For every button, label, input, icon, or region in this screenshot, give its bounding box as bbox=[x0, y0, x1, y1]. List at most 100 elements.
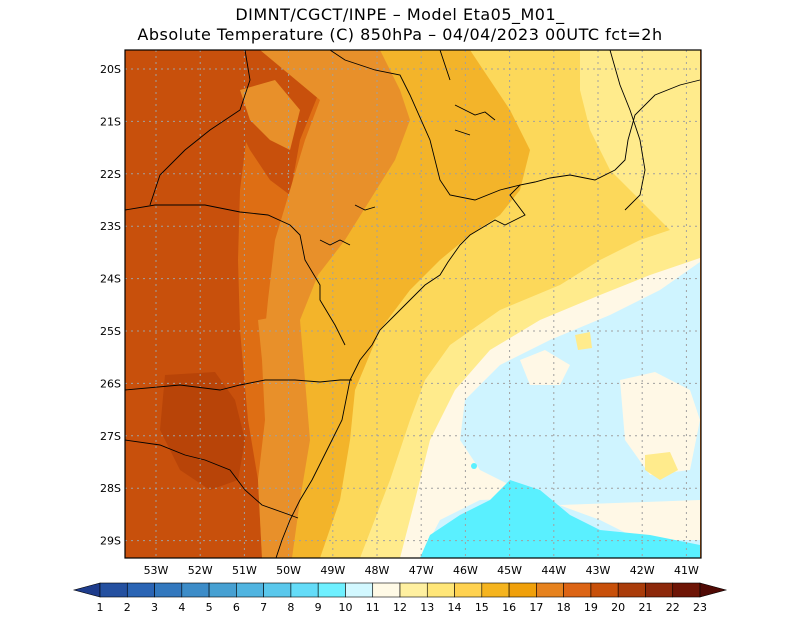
lon-tick-label: 44W bbox=[541, 564, 566, 577]
colorbar-tick-label: 13 bbox=[420, 601, 434, 614]
colorbar-labels: 1 2 3 4 5 6 7 8 9 10 11 12 13 14 15 16 17 18 19 20 21 22 23 bbox=[97, 601, 708, 614]
lat-tick-label: 25S bbox=[100, 325, 121, 338]
colorbar-tick-label: 1 bbox=[97, 601, 104, 614]
border-sp-pr bbox=[125, 204, 346, 346]
colorbar-swatch bbox=[208, 582, 237, 598]
latitude-labels: 20S 21S 22S 23S 24S 25S 26S 27S 28S 29S bbox=[100, 63, 121, 548]
colorbar-swatch bbox=[536, 582, 564, 598]
colorbar-tick-label: 2 bbox=[124, 601, 131, 614]
colorbar-swatch bbox=[454, 582, 483, 598]
colorbar-swatch bbox=[154, 582, 183, 598]
colorbar-tick-label: 15 bbox=[475, 601, 489, 614]
colorbar-swatch bbox=[563, 582, 592, 598]
border-mg-es bbox=[609, 50, 646, 211]
colorbar-tick-label: 6 bbox=[233, 601, 240, 614]
chart-title-line1: DIMNT/CGCT/INPE – Model Eta05_M01_ bbox=[235, 5, 565, 24]
colorbar-tick-label: 12 bbox=[393, 601, 407, 614]
lon-tick-label: 51W bbox=[232, 564, 257, 577]
chart-title-line2: Absolute Temperature (C) 850hPa – 04/04/… bbox=[137, 25, 663, 44]
lon-tick-label: 45W bbox=[497, 564, 522, 577]
colorbar-tick-label: 22 bbox=[666, 601, 680, 614]
border-ms-sp bbox=[149, 50, 251, 206]
colorbar-tick-label: 9 bbox=[315, 601, 322, 614]
lat-tick-label: 28S bbox=[100, 482, 121, 495]
field-orange-north bbox=[240, 80, 300, 150]
colorbar-swatch bbox=[645, 582, 674, 598]
colorbar-swatch bbox=[345, 582, 374, 598]
field-orange-blob bbox=[258, 315, 292, 365]
lon-tick-label: 46W bbox=[453, 564, 478, 577]
colorbar-swatch bbox=[590, 582, 619, 598]
field-cream-island-2 bbox=[620, 372, 700, 475]
colorbar-tick-label: 10 bbox=[338, 601, 352, 614]
colorbar-swatch bbox=[99, 582, 128, 598]
colorbar-tick-label: 19 bbox=[584, 601, 598, 614]
colorbar-tick-label: 4 bbox=[178, 601, 185, 614]
map-frame bbox=[124, 49, 702, 559]
colorbar-swatch bbox=[508, 582, 537, 598]
colorbar-arrow-left bbox=[72, 582, 101, 598]
colorbar-tick-label: 18 bbox=[557, 601, 571, 614]
lon-tick-label: 53W bbox=[144, 564, 169, 577]
lon-tick-label: 47W bbox=[409, 564, 434, 577]
colorbar-swatch bbox=[426, 582, 455, 598]
colorbar-swatch bbox=[290, 582, 319, 598]
lat-tick-label: 24S bbox=[100, 273, 121, 286]
river-tiete bbox=[354, 204, 376, 211]
colorbar-tick-label: 14 bbox=[448, 601, 462, 614]
colorbar-swatch bbox=[126, 582, 155, 598]
colorbar-tick-label: 20 bbox=[611, 601, 625, 614]
colorbar-tick-label: 5 bbox=[206, 601, 213, 614]
border-pr-sc bbox=[125, 379, 352, 391]
lat-tick-label: 20S bbox=[100, 63, 121, 76]
colorbar-swatch bbox=[317, 582, 346, 598]
colorbar-swatch bbox=[617, 582, 646, 598]
border-mg-north bbox=[439, 50, 451, 81]
river-furnas bbox=[454, 104, 496, 136]
colorbar-tick-label: 16 bbox=[502, 601, 516, 614]
field-cyan bbox=[420, 480, 700, 558]
lon-tick-label: 48W bbox=[365, 564, 390, 577]
lat-tick-label: 29S bbox=[100, 535, 121, 548]
colorbar-swatch bbox=[236, 582, 264, 598]
colorbar-swatch bbox=[181, 582, 210, 598]
field-lightyellow-dot bbox=[575, 332, 592, 350]
lat-tick-label: 27S bbox=[100, 430, 121, 443]
colorbar-swatch bbox=[263, 582, 292, 598]
border-sc-rs bbox=[125, 439, 299, 519]
boundaries bbox=[125, 50, 701, 558]
lon-tick-label: 49W bbox=[320, 564, 345, 577]
lat-tick-label: 22S bbox=[100, 168, 121, 181]
coastline bbox=[275, 79, 701, 558]
lon-tick-label: 42W bbox=[630, 564, 655, 577]
field-rust-dark-1 bbox=[160, 372, 245, 490]
border-mg-sp bbox=[329, 50, 521, 201]
lon-tick-label: 52W bbox=[188, 564, 213, 577]
colorbar-swatch bbox=[399, 582, 428, 598]
lon-tick-label: 41W bbox=[674, 564, 699, 577]
lat-tick-label: 23S bbox=[100, 220, 121, 233]
field-cyan-dot bbox=[471, 463, 477, 469]
longitude-labels: 53W 52W 51W 50W 49W 48W 47W 46W 45W 44W 43W 42W 41W bbox=[144, 564, 699, 577]
colorbar-tick-label: 21 bbox=[638, 601, 652, 614]
colorbar-tick-label: 3 bbox=[151, 601, 158, 614]
lon-tick-label: 50W bbox=[276, 564, 301, 577]
field-cream-island-1 bbox=[520, 350, 570, 385]
graticule bbox=[125, 50, 701, 558]
lat-tick-label: 21S bbox=[100, 115, 121, 128]
lat-tick-label: 26S bbox=[100, 377, 121, 390]
lon-tick-label: 43W bbox=[586, 564, 611, 577]
colorbar-tick-label: 23 bbox=[693, 601, 707, 614]
field-lightyellow-island bbox=[645, 452, 678, 480]
river-paranapanema bbox=[319, 239, 351, 246]
colorbar-tick-label: 8 bbox=[287, 601, 294, 614]
colorbar-tick-label: 7 bbox=[260, 601, 267, 614]
temperature-field bbox=[125, 50, 701, 558]
colorbar bbox=[72, 582, 728, 598]
colorbar-tick-label: 11 bbox=[366, 601, 380, 614]
colorbar-swatch bbox=[481, 582, 510, 598]
colorbar-tick-label: 17 bbox=[529, 601, 543, 614]
colorbar-arrow-right bbox=[699, 582, 728, 598]
colorbar-swatch bbox=[372, 582, 401, 598]
